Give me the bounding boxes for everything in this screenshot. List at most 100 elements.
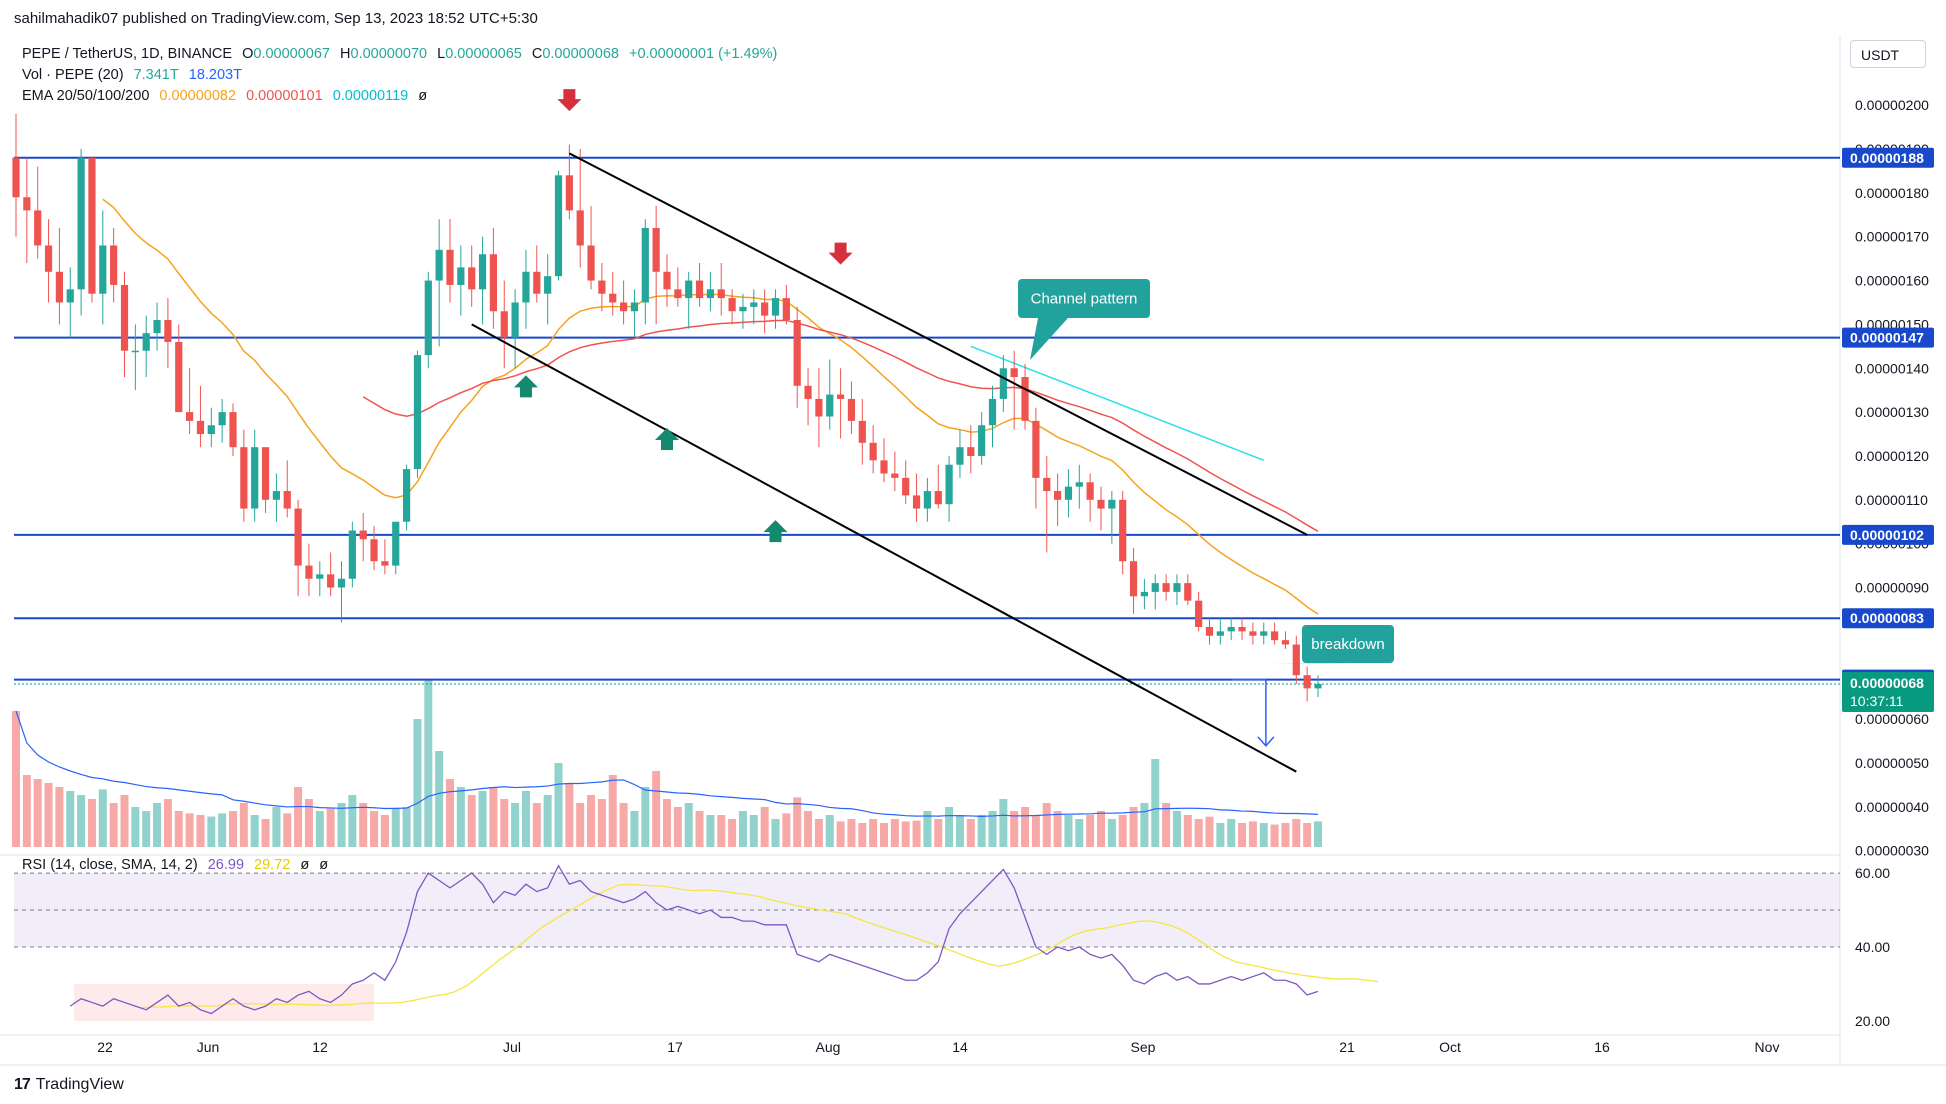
volume-bar xyxy=(424,679,433,847)
volume-bar xyxy=(804,811,813,847)
candle-body xyxy=(685,280,693,299)
volume-bar xyxy=(315,811,324,847)
rsi-extra-1: ø xyxy=(300,857,310,873)
volume-bar xyxy=(1010,811,1019,847)
candle-body xyxy=(77,157,85,290)
time-axis-label: Jun xyxy=(197,1039,220,1055)
price-axis: 0.000002000.000001900.000001800.00000170… xyxy=(1842,97,1934,1029)
volume-bar xyxy=(413,719,422,847)
volume-bar xyxy=(684,803,693,847)
candle-body xyxy=(12,157,20,198)
candle-body xyxy=(424,280,432,356)
candle-body xyxy=(934,491,942,505)
arrow-markers xyxy=(513,89,853,543)
volume-bar xyxy=(22,775,31,847)
ohlc-open: O0.00000067 xyxy=(242,46,330,62)
candle-body xyxy=(956,447,964,465)
volume-bar xyxy=(142,811,151,847)
candle-body xyxy=(381,561,389,566)
projection-arrowhead-icon xyxy=(1257,736,1275,747)
volume-bar xyxy=(1303,823,1312,847)
tradingview-logo[interactable]: 17 TradingView xyxy=(14,1076,124,1093)
callout-pointer xyxy=(1030,318,1068,360)
candle-body xyxy=(511,302,519,338)
ema100-value: 0.00000119 xyxy=(332,88,409,104)
candle-body xyxy=(229,412,237,448)
time-axis-label: 22 xyxy=(97,1039,113,1055)
volume-bar xyxy=(923,811,932,847)
ema-legend: EMA 20/50/100/200 0.00000082 0.00000101 … xyxy=(22,88,433,104)
volume-bar xyxy=(999,799,1008,847)
currency-selector[interactable]: USDT xyxy=(1850,40,1926,68)
volume-bar xyxy=(901,821,910,847)
candle-body xyxy=(1086,482,1094,500)
rsi-band xyxy=(14,872,1840,1021)
breakdown-callout: breakdown xyxy=(1248,625,1394,664)
price-tag xyxy=(1842,608,1934,629)
volume-bar xyxy=(511,803,520,847)
channel-pattern-callout: Channel pattern xyxy=(1018,279,1150,360)
candle-body xyxy=(153,320,161,334)
volume-bar xyxy=(1270,824,1279,847)
candle-body xyxy=(674,289,682,299)
volume-bar xyxy=(738,811,747,847)
volume-label[interactable]: Vol · PEPE (20) xyxy=(22,67,124,83)
volume-bar xyxy=(1183,815,1192,847)
candle-body xyxy=(478,254,487,290)
volume-bar xyxy=(1314,821,1322,847)
volume-bar xyxy=(554,763,563,847)
channel-lines xyxy=(471,152,1308,773)
ema50-line xyxy=(362,319,1319,532)
candle-body xyxy=(1249,631,1257,636)
symbol-title[interactable]: PEPE / TetherUS, 1D, BINANCE xyxy=(22,46,233,62)
volume-bar xyxy=(543,795,552,847)
candle-body xyxy=(533,271,541,294)
candle-body xyxy=(847,398,856,421)
price-tag-text: 0.00000102 xyxy=(1850,527,1924,543)
time-axis-label: 14 xyxy=(952,1039,968,1055)
volume-bar xyxy=(695,811,704,847)
candle-body xyxy=(272,491,280,500)
rsi-extra-2: ø xyxy=(319,857,329,873)
volume-bar xyxy=(239,803,248,847)
candle-body xyxy=(218,412,226,426)
volume-bar xyxy=(793,797,802,847)
candle-body xyxy=(500,311,508,338)
volume-bar xyxy=(77,795,86,847)
volume-bar xyxy=(760,807,769,847)
volume-bar xyxy=(153,803,162,847)
ema-label[interactable]: EMA 20/50/100/200 xyxy=(22,88,150,104)
candle-body xyxy=(142,333,150,351)
candle-body xyxy=(761,302,769,316)
volume-bar xyxy=(955,815,964,847)
ema200-value: ø xyxy=(418,88,428,104)
arrow-up-icon xyxy=(513,375,538,398)
volume-bar xyxy=(1162,803,1171,847)
volume-bar xyxy=(771,819,780,847)
volume-bar xyxy=(131,807,140,847)
candle-body xyxy=(891,473,899,478)
publisher-line: sahilmahadik07 published on TradingView.… xyxy=(14,10,538,27)
volume-bar xyxy=(847,819,856,847)
volume-bars xyxy=(12,679,1322,847)
candle-body xyxy=(88,157,96,294)
volume-bar xyxy=(825,815,834,847)
price-tag-text: 0.00000083 xyxy=(1850,610,1924,626)
candle-body xyxy=(620,302,628,312)
volume-bar xyxy=(836,821,845,847)
candle-body xyxy=(34,210,42,246)
candle-body xyxy=(403,469,411,522)
candle-body xyxy=(923,491,931,509)
volume-bar xyxy=(1064,815,1073,847)
current-price-text: 0.00000068 xyxy=(1850,675,1924,691)
rsi-label[interactable]: RSI (14, close, SMA, 14, 2) xyxy=(22,857,198,873)
price-tag xyxy=(1842,327,1934,348)
candle-body xyxy=(554,175,563,277)
candle-body xyxy=(359,530,367,540)
candle-body xyxy=(240,447,248,509)
volume-bar xyxy=(174,811,183,847)
ema20-value: 0.00000082 xyxy=(159,88,237,104)
candle-body xyxy=(468,267,476,290)
ema20-line xyxy=(102,198,1319,615)
